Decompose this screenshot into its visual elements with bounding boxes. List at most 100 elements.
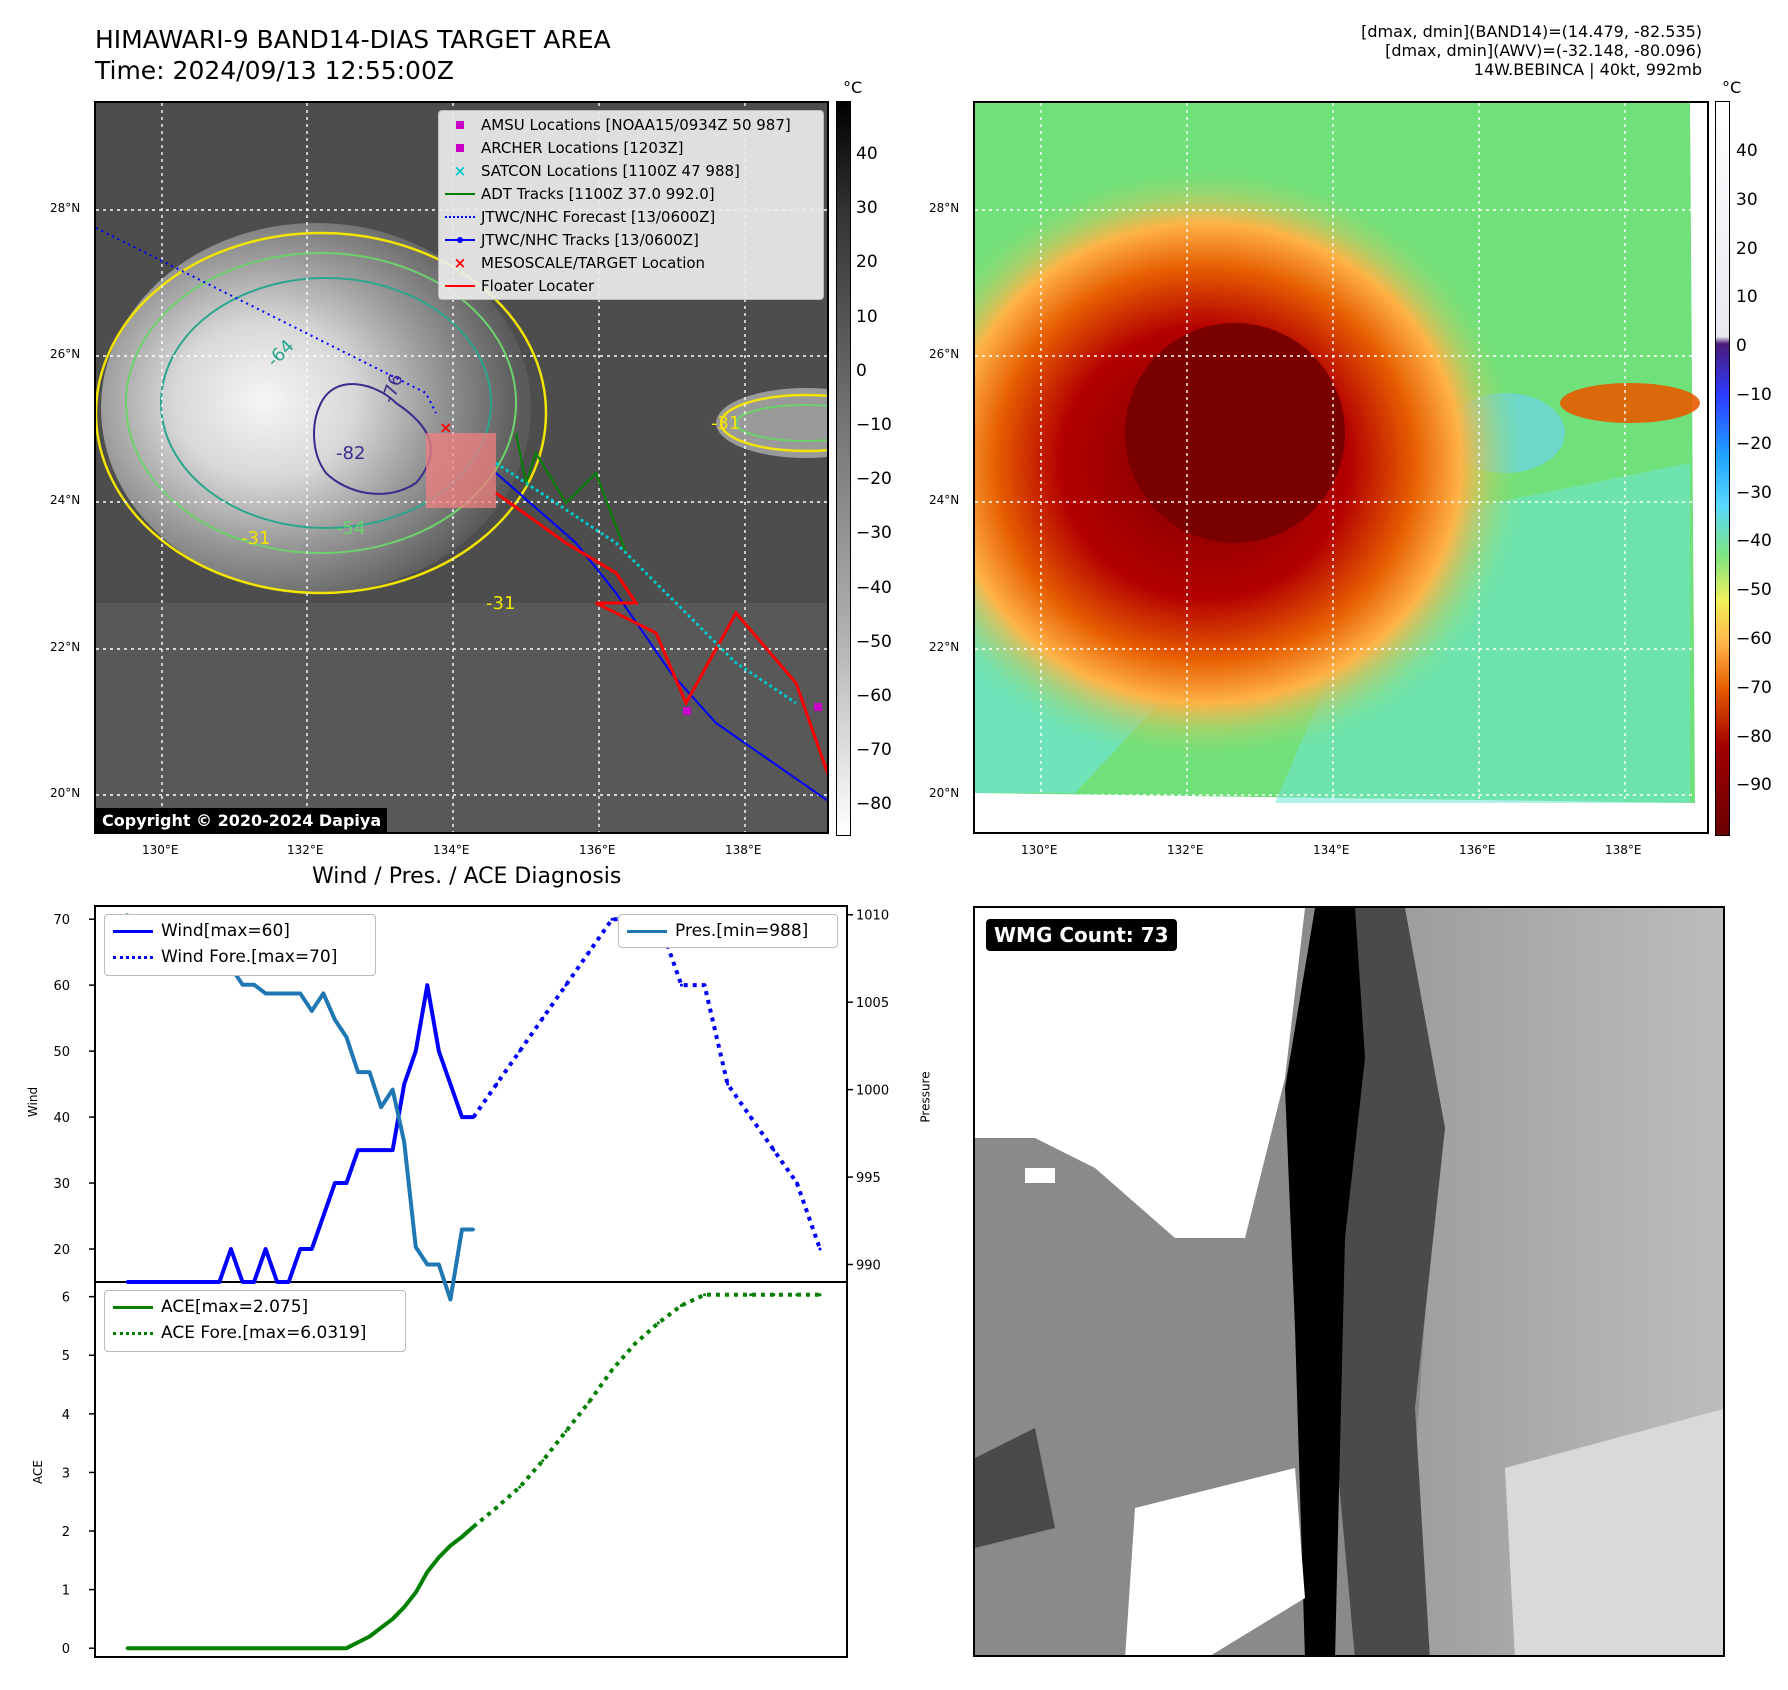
data-point — [472, 1228, 475, 1232]
mesoscale-target-marker: × — [439, 418, 452, 437]
contour-purple — [313, 383, 432, 495]
legend-item: Wind Fore.[max=70] — [105, 946, 337, 968]
data-point — [287, 991, 291, 995]
data-point — [160, 1280, 164, 1284]
lon-label: 134°E — [1313, 843, 1350, 857]
data-point — [379, 1148, 383, 1152]
amsu-marker — [814, 703, 822, 711]
data-point — [229, 1247, 233, 1251]
pressure-axis-tick-label: 995 — [856, 1171, 881, 1186]
contour-label: -31 — [486, 593, 516, 614]
data-point — [564, 1429, 568, 1433]
data-point — [726, 1293, 730, 1297]
solid-line-icon — [113, 929, 153, 933]
colorbar-tick-label: −30 — [856, 523, 892, 544]
data-point — [137, 1280, 141, 1284]
data-point — [726, 1082, 730, 1086]
legend-item: ARCHER Locations [1203Z] — [439, 137, 684, 159]
wind-axis-tick-label: 30 — [53, 1177, 70, 1192]
lon-label: 138°E — [1605, 843, 1642, 857]
data-point — [679, 983, 683, 987]
colorbar-tick-label: −20 — [1736, 433, 1772, 454]
data-point — [241, 1280, 244, 1284]
wind-axis-label: Wind — [26, 1086, 41, 1118]
wind-axis-tick-label: 50 — [53, 1045, 70, 1060]
solid-line-icon — [445, 193, 475, 195]
data-point — [425, 1263, 429, 1267]
solid-line-icon — [113, 1305, 153, 1309]
lat-label: 20°N — [929, 786, 960, 800]
data-point — [518, 1049, 522, 1053]
satcon-track — [495, 461, 797, 705]
lat-label: 28°N — [50, 201, 81, 215]
data-point — [310, 1247, 314, 1251]
lon-label: 132°E — [287, 843, 324, 857]
data-point — [391, 1088, 395, 1092]
lon-label: 136°E — [1459, 843, 1496, 857]
colorbar-tick-label: −90 — [1736, 775, 1772, 796]
data-point — [344, 1035, 348, 1039]
ir-colorbar — [836, 101, 851, 836]
data-point — [321, 991, 325, 995]
ace-axis-tick-label: 4 — [62, 1408, 70, 1423]
data-point — [795, 1293, 799, 1297]
colorbar-tick-label: 30 — [1736, 189, 1758, 210]
data-point — [217, 1280, 221, 1284]
jtwc-track — [495, 472, 827, 802]
solid-line-icon — [627, 929, 667, 933]
meta-band14: [dmax, dmin](BAND14)=(14.479, -82.535) — [1361, 22, 1702, 41]
series-line-ace-fore-max- — [472, 1292, 820, 1529]
data-point — [206, 1280, 210, 1284]
data-point — [610, 917, 614, 921]
dotted-line-icon — [113, 1331, 153, 1335]
contour-green — [125, 252, 517, 554]
data-point — [437, 1555, 441, 1559]
data-point — [437, 1049, 441, 1053]
data-point — [344, 1181, 348, 1185]
colorbar-tick-label: −10 — [856, 415, 892, 435]
contour-label: -31 — [241, 528, 271, 549]
figure-time: Time: 2024/09/13 12:55:00Z — [95, 56, 454, 85]
lon-label: 138°E — [725, 843, 762, 857]
lat-label: 22°N — [929, 640, 960, 654]
lat-label: 28°N — [929, 201, 960, 215]
data-point — [749, 1115, 753, 1119]
ace-axis-tick-label: 5 — [62, 1349, 70, 1364]
colorbar-tick-label: 20 — [1736, 238, 1758, 259]
copyright-badge: Copyright © 2020-2024 Dapiya — [96, 808, 388, 833]
colorbar-tick-label: −80 — [1736, 726, 1772, 747]
data-point — [460, 1228, 464, 1232]
data-point — [148, 1280, 152, 1284]
ace-axis-tick-label: 1 — [62, 1584, 70, 1599]
data-point — [679, 1303, 683, 1307]
lat-label: 24°N — [50, 493, 81, 507]
contour-yellow — [96, 231, 548, 595]
square-marker-icon — [456, 121, 464, 129]
mesoscale-target-box — [426, 433, 496, 508]
wmg-count-badge: WMG Count: 73 — [986, 919, 1177, 951]
data-point — [125, 1280, 129, 1284]
pressure-axis-tick-label: 990 — [856, 1259, 881, 1274]
data-point — [298, 1247, 302, 1251]
data-point — [252, 1280, 256, 1284]
data-point — [610, 1368, 614, 1372]
square-marker-icon — [456, 144, 464, 152]
x-marker-icon: × — [453, 254, 467, 272]
contour-label: -54 — [336, 518, 366, 539]
data-point — [344, 1646, 348, 1650]
lat-label: 20°N — [50, 786, 81, 800]
data-point — [194, 1280, 198, 1284]
pressure-axis-tick-label: 1010 — [856, 909, 889, 924]
colorbar-tick-label: 40 — [1736, 141, 1758, 161]
series-line-ace-max- — [127, 1525, 475, 1651]
data-point — [368, 1070, 372, 1074]
series-line-wind-max- — [127, 983, 474, 1284]
awv-map-image — [975, 103, 1707, 832]
data-point — [333, 1181, 337, 1185]
data-point — [252, 983, 256, 987]
data-point — [264, 1247, 268, 1251]
ace-axis-label: ACE — [30, 1460, 45, 1484]
data-point — [448, 1082, 452, 1086]
ir-map-legend: AMSU Locations [NOAA15/0934Z 50 987] ARC… — [438, 110, 824, 300]
data-point — [818, 1247, 822, 1251]
